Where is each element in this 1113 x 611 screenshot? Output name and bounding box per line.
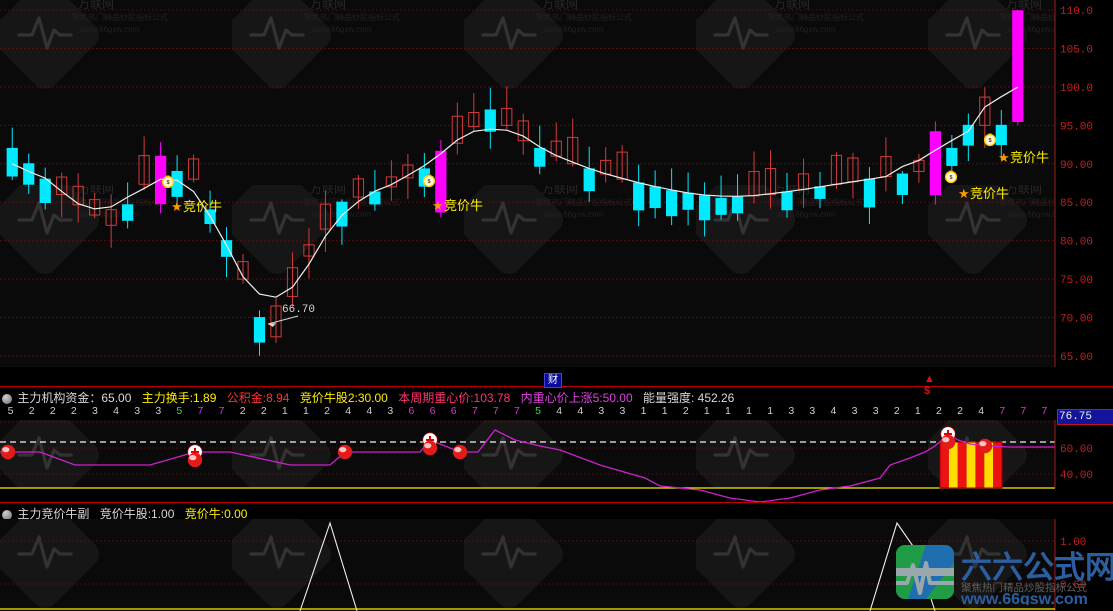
svg-text:5: 5 xyxy=(535,405,541,417)
svg-text:1: 1 xyxy=(746,405,752,417)
svg-text:75.00: 75.00 xyxy=(1060,275,1093,287)
svg-text:1: 1 xyxy=(915,405,921,417)
svg-text:7: 7 xyxy=(472,405,478,417)
svg-text:竞价牛: 竞价牛 xyxy=(444,198,483,213)
svg-text:2: 2 xyxy=(261,405,267,417)
svg-text:★: ★ xyxy=(958,186,970,201)
svg-text:4: 4 xyxy=(366,405,372,417)
svg-text:2: 2 xyxy=(50,405,56,417)
svg-text:95.00: 95.00 xyxy=(1060,121,1093,133)
svg-text:85.00: 85.00 xyxy=(1060,198,1093,210)
svg-text:3: 3 xyxy=(788,405,794,417)
svg-text:90.00: 90.00 xyxy=(1060,160,1093,172)
svg-text:7: 7 xyxy=(198,405,204,417)
svg-text:5: 5 xyxy=(8,405,14,417)
svg-text:6: 6 xyxy=(409,405,415,417)
svg-text:66.70: 66.70 xyxy=(282,304,315,316)
svg-text:★: ★ xyxy=(998,150,1010,165)
svg-text:4: 4 xyxy=(113,405,119,417)
svg-text:1: 1 xyxy=(767,405,773,417)
svg-text:6: 6 xyxy=(430,405,436,417)
svg-text:40.00: 40.00 xyxy=(1060,470,1093,482)
svg-text:1: 1 xyxy=(303,405,309,417)
svg-text:110.0: 110.0 xyxy=(1060,6,1093,18)
svg-text:六六公式网: 六六公式网 xyxy=(961,550,1113,585)
svg-text:竞价牛: 竞价牛 xyxy=(183,199,222,214)
svg-text:1: 1 xyxy=(725,405,731,417)
svg-text:竞价牛: 竞价牛 xyxy=(1010,150,1049,165)
svg-text:2: 2 xyxy=(936,405,942,417)
svg-text:80.00: 80.00 xyxy=(1060,237,1093,249)
svg-text:7: 7 xyxy=(1042,405,1048,417)
svg-text:3: 3 xyxy=(598,405,604,417)
svg-text:6: 6 xyxy=(451,405,457,417)
svg-text:★: ★ xyxy=(171,199,183,214)
svg-text:4: 4 xyxy=(577,405,583,417)
svg-text:1: 1 xyxy=(662,405,668,417)
svg-text:★: ★ xyxy=(432,198,444,213)
svg-text:60.00: 60.00 xyxy=(1060,444,1093,456)
svg-text:2: 2 xyxy=(894,405,900,417)
svg-text:2: 2 xyxy=(240,405,246,417)
svg-text:2: 2 xyxy=(71,405,77,417)
svg-text:100.0: 100.0 xyxy=(1060,83,1093,95)
svg-text:3: 3 xyxy=(134,405,140,417)
svg-text:3: 3 xyxy=(620,405,626,417)
svg-text:2: 2 xyxy=(957,405,963,417)
svg-text:7: 7 xyxy=(514,405,520,417)
svg-text:5: 5 xyxy=(176,405,182,417)
svg-text:2: 2 xyxy=(683,405,689,417)
svg-text:1: 1 xyxy=(641,405,647,417)
svg-text:3: 3 xyxy=(852,405,858,417)
svg-text:7: 7 xyxy=(219,405,225,417)
svg-text:3: 3 xyxy=(809,405,815,417)
svg-text:www.66gsw.com: www.66gsw.com xyxy=(960,591,1088,605)
svg-text:4: 4 xyxy=(345,405,351,417)
svg-text:1: 1 xyxy=(282,405,288,417)
svg-text:7: 7 xyxy=(1020,405,1026,417)
svg-text:1: 1 xyxy=(704,405,710,417)
svg-text:7: 7 xyxy=(493,405,499,417)
svg-text:2: 2 xyxy=(29,405,35,417)
svg-text:3: 3 xyxy=(155,405,161,417)
svg-text:70.00: 70.00 xyxy=(1060,314,1093,326)
svg-text:3: 3 xyxy=(387,405,393,417)
svg-text:4: 4 xyxy=(831,405,837,417)
svg-text:7: 7 xyxy=(999,405,1005,417)
svg-text:65.00: 65.00 xyxy=(1060,352,1093,364)
svg-text:105.0: 105.0 xyxy=(1060,44,1093,56)
svg-text:4: 4 xyxy=(556,405,562,417)
svg-text:3: 3 xyxy=(873,405,879,417)
svg-text:2: 2 xyxy=(324,405,330,417)
svg-text:4: 4 xyxy=(978,405,984,417)
svg-text:竞价牛: 竞价牛 xyxy=(970,186,1009,201)
svg-text:3: 3 xyxy=(92,405,98,417)
